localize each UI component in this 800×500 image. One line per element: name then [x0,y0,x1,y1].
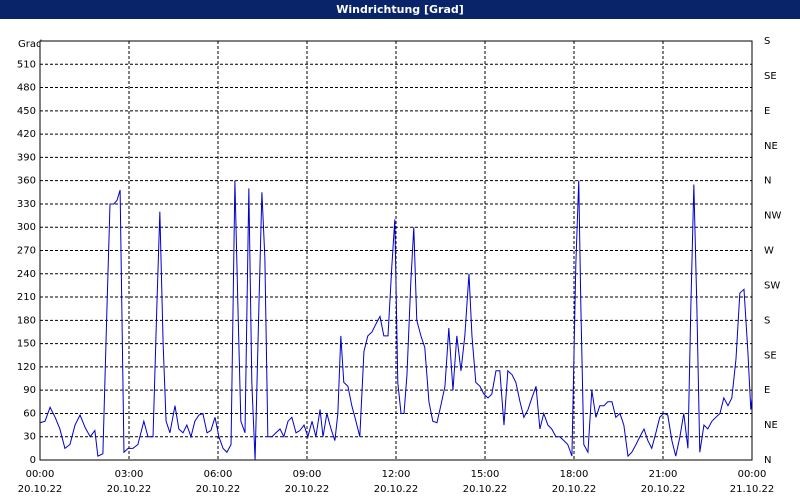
y2-tick-label: W [764,246,774,257]
y2-tick-label: S [764,315,770,326]
y-tick-label: 90 [23,385,36,396]
x-tick-label: 18:00 [560,469,589,480]
y-tick-label: 0 [30,455,36,466]
y-tick-label: 390 [17,152,36,163]
x-tick-label: 15:00 [471,469,500,480]
y-tick-label: 270 [17,246,36,257]
x-tick-label: 00:00 [738,469,767,480]
y-tick-label: 510 [17,59,36,70]
x-tick-date: 20.10.22 [107,484,152,495]
x-tick-label: 03:00 [115,469,144,480]
x-tick-label: 21:00 [649,469,678,480]
y-tick-label: 330 [17,199,36,210]
title-bar [0,0,800,19]
x-tick-label: 06:00 [204,469,233,480]
x-tick-date: 20.10.22 [196,484,241,495]
x-tick-label: 00:00 [26,469,55,480]
x-tick-date: 20.10.22 [641,484,686,495]
y-tick-label: 150 [17,339,36,350]
y-tick-label: 60 [23,408,36,419]
y2-tick-label: SW [764,280,780,291]
y-tick-label: 180 [17,315,36,326]
y2-tick-label: E [764,106,770,117]
y2-tick-label: SE [764,350,777,361]
x-tick-date: 21.10.22 [730,484,775,495]
y2-tick-label: NE [764,420,778,431]
y-tick-label: 300 [17,222,36,233]
y-tick-label: 480 [17,83,36,94]
y2-tick-label: NW [764,211,781,222]
x-tick-date: 20.10.22 [374,484,419,495]
y2-tick-label: E [764,385,770,396]
y-tick-label: 240 [17,269,36,280]
y-tick-label: 360 [17,176,36,187]
y2-tick-label: NE [764,141,778,152]
y-tick-label: 420 [17,129,36,140]
x-tick-date: 20.10.22 [18,484,63,495]
y2-tick-label: SE [764,71,777,82]
data-line [39,180,753,461]
x-tick-date: 20.10.22 [552,484,597,495]
y2-tick-label: N [764,176,771,187]
x-tick-date: 20.10.22 [463,484,508,495]
y2-tick-label: S [764,36,770,47]
chart-title: Windrichtung [Grad] [336,3,464,16]
y-tick-label: 30 [23,432,36,443]
y2-tick-label: N [764,455,771,466]
x-tick-label: 09:00 [293,469,322,480]
y-tick-label: 210 [17,292,36,303]
x-tick-date: 20.10.22 [285,484,330,495]
x-tick-label: 12:00 [382,469,411,480]
y-axis-label: Grad [18,39,42,50]
y-tick-label: 450 [17,106,36,117]
y-tick-label: 120 [17,362,36,373]
